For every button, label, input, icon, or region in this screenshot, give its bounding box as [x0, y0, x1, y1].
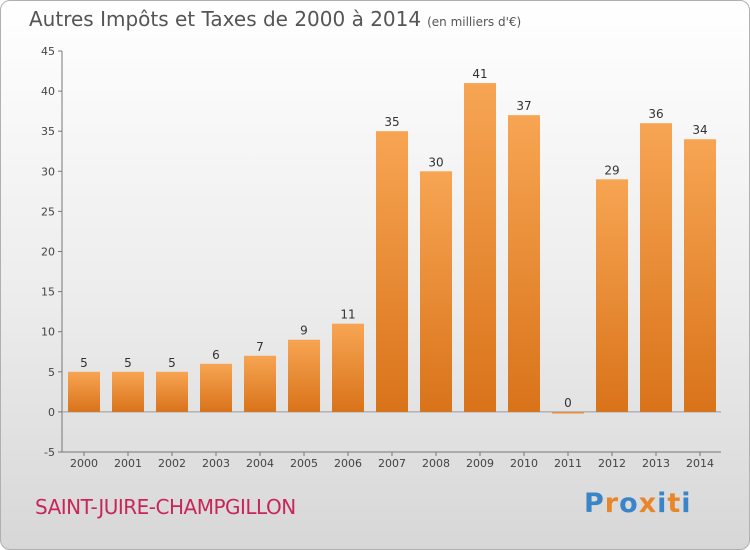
x-tick-label: 2014 — [686, 457, 714, 470]
data-label: 9 — [300, 324, 308, 338]
data-label: 35 — [384, 115, 399, 129]
x-tick-label: 2007 — [378, 457, 406, 470]
data-label: 7 — [256, 340, 264, 354]
data-label: 5 — [124, 356, 132, 370]
logo-letter: o — [619, 488, 639, 519]
logo-letter: t — [667, 488, 682, 519]
bar — [288, 339, 320, 412]
x-tick-label: 2012 — [598, 457, 626, 470]
y-tick-label: 5 — [48, 366, 55, 379]
y-tick-label: 15 — [41, 286, 55, 299]
y-tick-label: 25 — [41, 205, 55, 218]
bar — [200, 363, 232, 412]
proxiti-logo: Proxiti — [584, 488, 692, 519]
data-label: 11 — [340, 308, 355, 322]
bar — [420, 171, 452, 412]
x-tick-label: 2003 — [202, 457, 230, 470]
bar — [508, 115, 540, 412]
y-tick-label: -5 — [44, 446, 55, 459]
data-label: 34 — [692, 123, 707, 137]
x-tick-label: 2000 — [70, 457, 98, 470]
data-label: 41 — [472, 67, 487, 81]
data-label: 29 — [604, 163, 619, 177]
data-label: 30 — [428, 155, 443, 169]
location-name: SAINT-JUIRE-CHAMPGILLON — [35, 495, 296, 519]
bar — [376, 131, 408, 412]
bar — [552, 411, 584, 414]
bar — [684, 139, 716, 412]
y-tick-label: 35 — [41, 125, 55, 138]
logo-letter: r — [604, 488, 620, 519]
x-tick-label: 2005 — [290, 457, 318, 470]
x-tick-label: 2001 — [114, 457, 142, 470]
y-tick-label: 10 — [41, 326, 55, 339]
bar — [464, 83, 496, 412]
data-label: 5 — [168, 356, 176, 370]
y-tick-label: 40 — [41, 85, 55, 98]
data-label: 37 — [516, 99, 531, 113]
x-tick-label: 2008 — [422, 457, 450, 470]
bar — [332, 323, 364, 412]
x-tick-label: 2010 — [510, 457, 538, 470]
bar — [596, 179, 628, 412]
x-tick-label: 2009 — [466, 457, 494, 470]
y-tick-label: 20 — [41, 246, 55, 259]
data-label: 6 — [212, 348, 220, 362]
chart-title: Autres Impôts et Taxes de 2000 à 2014 (en… — [29, 7, 521, 31]
data-label: 36 — [648, 107, 663, 121]
data-label: 5 — [80, 356, 88, 370]
bar — [68, 371, 100, 412]
data-label: 0 — [564, 396, 572, 410]
x-tick-label: 2013 — [642, 457, 670, 470]
logo-letter: P — [584, 488, 605, 519]
bar — [112, 371, 144, 412]
bars: 5 5 5 6 7 9 11 35 30 41 37 0 29 36 34 — [68, 67, 716, 414]
bar — [244, 355, 276, 412]
axes: -5 0 5 10 15 20 25 30 35 40 45 2000 2001 2002 2003 2004… — [41, 45, 721, 470]
x-tick-label: 2011 — [554, 457, 582, 470]
y-tick-label: 0 — [48, 406, 55, 419]
title-text: Autres Impôts et Taxes de 2000 à 2014 — [29, 7, 422, 31]
bar — [640, 123, 672, 412]
x-tick-label: 2002 — [158, 457, 186, 470]
bar — [156, 371, 188, 412]
chart-subtitle: (en milliers d'€) — [427, 15, 522, 29]
x-tick-label: 2004 — [246, 457, 274, 470]
y-tick-label: 45 — [41, 45, 55, 58]
logo-letter: i — [657, 488, 668, 519]
logo-letter: i — [681, 488, 692, 519]
x-tick-label: 2006 — [334, 457, 362, 470]
y-tick-label: 30 — [41, 165, 55, 178]
logo-letter: x — [638, 488, 658, 519]
